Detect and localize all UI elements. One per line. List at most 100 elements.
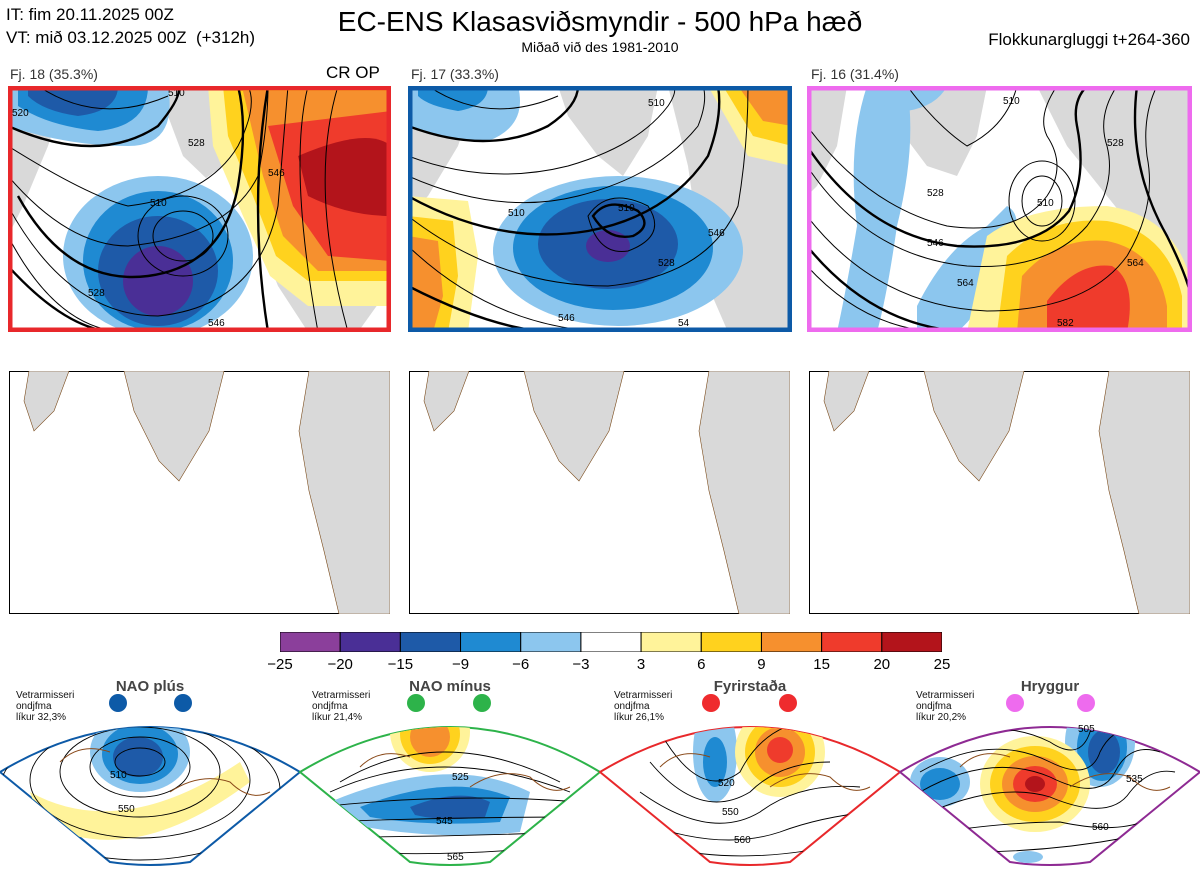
colorbar-swatch	[279, 631, 341, 653]
regime-note: ondjfma	[916, 701, 952, 712]
contour-label: 546	[927, 238, 944, 249]
regime-nao-plus: NAO plús Vetrarmisseri ondjfma líkur 32,…	[0, 672, 302, 872]
regime-dot	[473, 694, 491, 712]
colorbar-tick: −9	[451, 656, 470, 673]
regime-name: Hryggur	[1021, 678, 1080, 695]
contour-label: 510	[1003, 96, 1020, 107]
colorbar-swatch	[399, 631, 462, 653]
cluster-3-label: Fj. 16 (31.4%)	[811, 66, 899, 82]
colorbar-swatch	[640, 631, 702, 653]
regime-dot	[1006, 694, 1024, 712]
regime-note: ondjfma	[614, 701, 650, 712]
regime-note: líkur 26,1%	[614, 712, 664, 723]
contour-label: 510	[648, 98, 665, 109]
contour-label: 550	[118, 804, 135, 815]
regime-dot	[407, 694, 425, 712]
contour-label: 510	[1037, 198, 1054, 209]
regime-note: Vetrarmisseri	[916, 690, 974, 701]
regime-ridge: Hryggur Vetrarmisseri ondjfma líkur 20,2…	[898, 672, 1200, 872]
contour-label: 510	[508, 208, 525, 219]
contour-label: 510	[110, 770, 127, 781]
contour-label: 545	[436, 816, 453, 827]
regime-name: Fyrirstaða	[714, 678, 787, 695]
colorbar-swatch	[580, 631, 642, 653]
cluster-2-label: Fj. 17 (33.3%)	[411, 66, 499, 82]
empty-map-2	[409, 371, 790, 614]
init-time: IT: fim 20.11.2025 00Z	[6, 5, 174, 24]
cluster-3-map: 510 528 528 510 546 564 564 582	[807, 86, 1192, 332]
valid-time: VT: mið 03.12.2025 00Z (+312h)	[6, 28, 256, 47]
contour-label: 546	[208, 318, 225, 329]
regime-note: líkur 32,3%	[16, 712, 66, 723]
colorbar	[279, 631, 943, 653]
cluster-1-label: Fj. 18 (35.3%)	[10, 66, 98, 82]
contour-label: 535	[1126, 774, 1143, 785]
contour-label: 564	[1127, 258, 1144, 269]
regime-nao-minus: NAO mínus Vetrarmisseri ondjfma líkur 21…	[298, 672, 602, 872]
contour-label: 528	[88, 288, 105, 299]
colorbar-swatch	[339, 631, 401, 653]
page-title: EC-ENS Klasasviðsmyndir - 500 hPa hæð	[337, 6, 863, 37]
colorbar-swatch	[760, 631, 823, 653]
empty-map-1	[9, 371, 390, 614]
cluster-1-map: 510 528 546 528 510 520 546	[8, 86, 391, 332]
contour-label: 520	[12, 108, 29, 119]
regime-dot	[174, 694, 192, 712]
regime-note: líkur 20,2%	[916, 712, 966, 723]
contour-label: 528	[188, 138, 205, 149]
regime-dot	[1077, 694, 1095, 712]
cluster-2-map: 510 510 528 546 510 546 54	[408, 86, 792, 332]
contour-label: 510	[150, 198, 167, 209]
contour-label: 565	[447, 852, 464, 863]
regime-dot	[779, 694, 797, 712]
colorbar-tick: −20	[327, 656, 353, 673]
contour-label: 54	[678, 318, 690, 329]
regime-name: NAO plús	[116, 678, 184, 695]
contour-label: 525	[452, 772, 469, 783]
colorbar-tick: 20	[873, 656, 891, 673]
contour-label: 560	[1092, 822, 1109, 833]
regime-note: Vetrarmisseri	[614, 690, 672, 701]
cluster-1-badge: CR OP	[326, 63, 380, 82]
page-subtitle: Miðað við des 1981-2010	[521, 39, 679, 55]
colorbar-tick: 25	[933, 656, 951, 673]
colorbar-swatch	[881, 631, 943, 653]
regime-note: líkur 21,4%	[312, 712, 362, 723]
contour-label: 528	[658, 258, 675, 269]
colorbar-swatch	[821, 631, 883, 653]
colorbar-tick: −3	[572, 656, 590, 673]
colorbar-swatch	[700, 631, 762, 653]
colorbar-tick: 6	[697, 656, 706, 673]
regime-dot	[702, 694, 720, 712]
regime-blocking: Fyrirstaða Vetrarmisseri ondjfma líkur 2…	[598, 672, 902, 872]
colorbar-tick: −6	[512, 656, 530, 673]
contour-label: 510	[168, 88, 185, 99]
colorbar-tick: −25	[267, 656, 293, 673]
colorbar-tick: −15	[387, 656, 414, 673]
window-label: Flokkunargluggi t+264-360	[988, 30, 1190, 49]
contour-label: 546	[708, 228, 725, 239]
regime-note: Vetrarmisseri	[312, 690, 370, 701]
regime-note: ondjfma	[312, 701, 348, 712]
regime-dot	[109, 694, 127, 712]
contour-label: 528	[1107, 138, 1124, 149]
colorbar-tick: 15	[813, 656, 830, 673]
contour-label: 564	[957, 278, 974, 289]
contour-label: 510	[618, 203, 635, 214]
colorbar-tick: 3	[636, 656, 646, 673]
contour-label: 560	[734, 835, 751, 846]
contour-label: 550	[722, 807, 739, 818]
contour-label: 505	[1078, 724, 1095, 735]
contour-label: 582	[1057, 318, 1074, 329]
contour-label: 520	[718, 778, 735, 789]
contour-label: 546	[558, 313, 575, 324]
regime-name: NAO mínus	[409, 678, 491, 695]
colorbar-tick: 9	[757, 656, 766, 673]
colorbar-swatch	[520, 631, 582, 653]
contour-label: 546	[268, 168, 285, 179]
contour-label: 528	[927, 188, 944, 199]
regime-note: Vetrarmisseri	[16, 690, 74, 701]
empty-map-3	[809, 371, 1190, 614]
colorbar-swatch	[460, 631, 522, 653]
regime-note: ondjfma	[16, 701, 52, 712]
